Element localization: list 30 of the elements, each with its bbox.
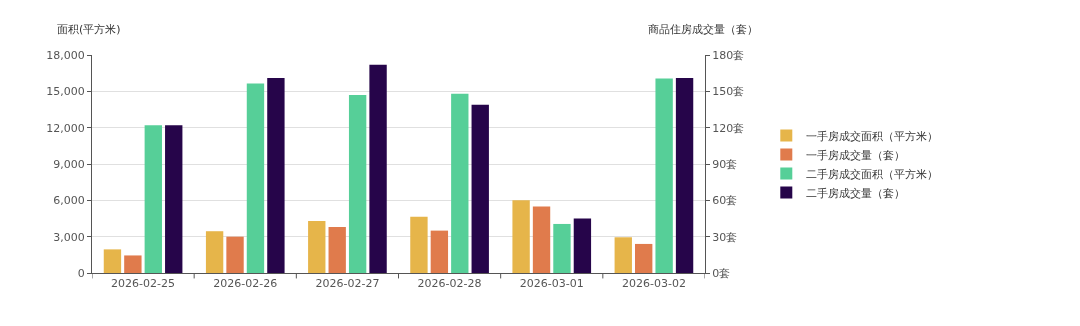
y2-tick-label: 60套 — [712, 194, 738, 208]
y-tick-label: 0 — [77, 266, 85, 280]
bar — [635, 243, 653, 273]
y-axis-title: 面积(平方米) — [57, 23, 121, 36]
y2-tick-label: 120套 — [712, 121, 745, 135]
y2-tick-label: 0套 — [712, 266, 731, 280]
x-tick-label: 2026-02-27 — [315, 277, 380, 291]
y-tick-label: 9,000 — [53, 157, 85, 171]
y2-tick-label: 150套 — [712, 85, 745, 99]
x-tick-label: 2026-02-25 — [111, 277, 176, 291]
legend-label: 二手房成交量（套） — [806, 186, 906, 200]
bar — [165, 125, 183, 273]
y2-tick-label: 90套 — [712, 157, 738, 171]
y-tick-label: 12,000 — [46, 121, 85, 135]
y-tick-label: 18,000 — [46, 48, 85, 62]
y2-axis-title: 商品住房成交量（套） — [648, 23, 758, 36]
y-tick-label: 15,000 — [46, 85, 85, 99]
x-tick-label: 2026-02-28 — [417, 277, 482, 291]
x-tick-label: 2026-03-02 — [621, 277, 686, 291]
y-tick-label: 3,000 — [53, 230, 85, 244]
bar — [614, 237, 632, 273]
y-tick-label: 6,000 — [53, 194, 85, 208]
bar — [144, 125, 162, 273]
y2-tick-label: 30套 — [712, 230, 738, 244]
legend-label: 一手房成交量（套） — [806, 148, 906, 162]
y2-tick-label: 180套 — [712, 48, 745, 62]
x-tick-label: 2026-03-01 — [519, 277, 584, 291]
legend-label: 二手房成交面积（平方米） — [806, 167, 939, 181]
legend-label: 一手房成交面积（平方米） — [806, 129, 939, 143]
x-tick-label: 2026-02-26 — [213, 277, 278, 291]
